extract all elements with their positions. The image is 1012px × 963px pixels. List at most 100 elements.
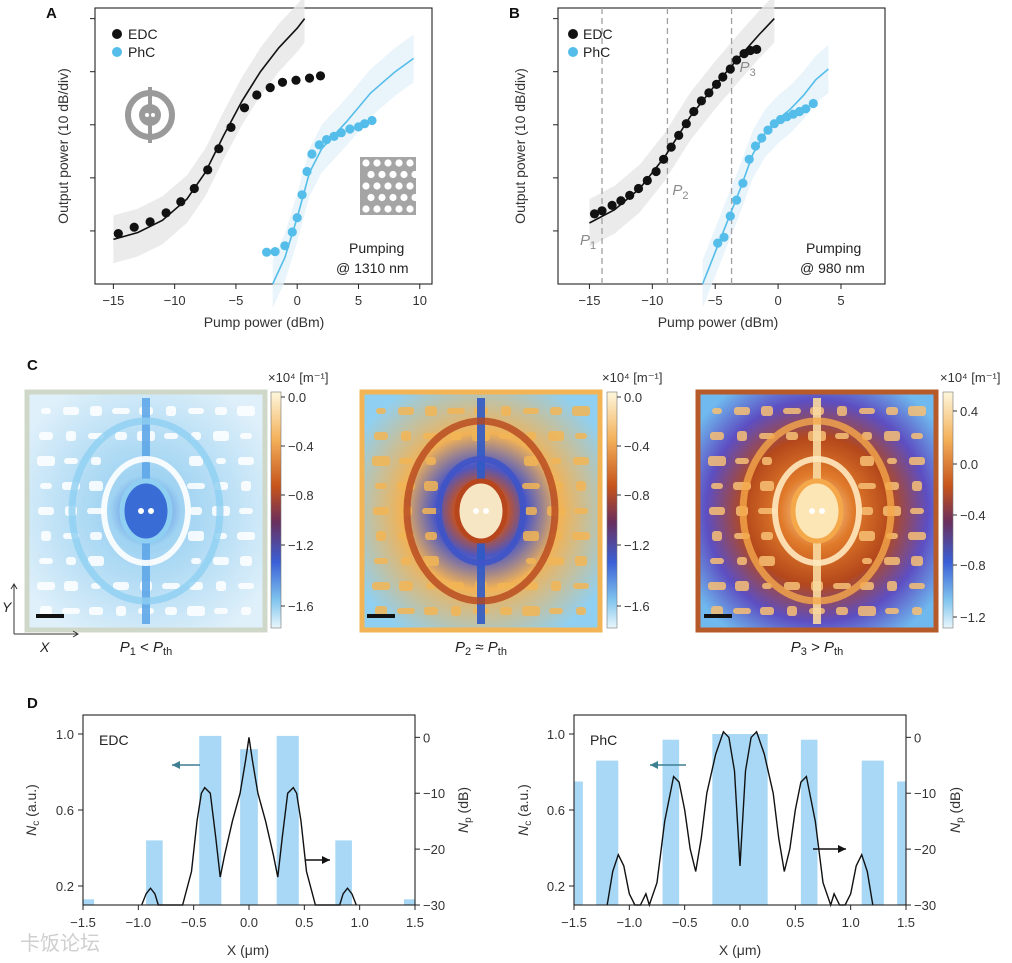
pattern-blob (908, 406, 926, 416)
pattern-blob (375, 483, 387, 489)
np-curve-line (141, 737, 357, 906)
edc-point (252, 90, 262, 100)
axis-arrowhead (172, 761, 180, 769)
pattern-blob (787, 606, 797, 616)
edc-point (214, 144, 224, 154)
phc-point (801, 104, 811, 114)
panel-b-uncertainty-bands (589, 0, 829, 308)
scale-bar (367, 614, 395, 618)
edc-point (689, 106, 699, 117)
edc-point (277, 77, 288, 87)
panel-d-edc-left-label: Nc (a.u.) (23, 784, 42, 836)
pattern-blob (373, 507, 389, 515)
pattern-blob (372, 456, 390, 466)
pattern-blob (90, 406, 102, 416)
axis-arrowhead (650, 761, 658, 769)
pattern-blob (859, 531, 875, 541)
panel-a-uncertainty-bands (113, 0, 414, 308)
y-right-tick-label: 0 (423, 730, 430, 745)
pattern-blob (526, 558, 536, 564)
pattern-blob (39, 558, 53, 564)
legend-edc-label: EDC (128, 26, 158, 42)
pattern-blob (733, 608, 751, 614)
pattern-blob (374, 558, 388, 564)
panel-b-frame (557, 7, 886, 285)
pattern-blob (401, 431, 411, 441)
watermark-text: 卡饭论坛 (20, 932, 100, 955)
edc-point (651, 166, 661, 177)
pattern-blob (239, 508, 253, 514)
pattern-blob (858, 483, 876, 489)
colorbar-tick-label: −1.2 (960, 610, 986, 625)
x-tick-label: −1.0 (616, 915, 642, 930)
phc-point (336, 128, 346, 138)
pattern-blob (735, 581, 749, 591)
pattern-blob (499, 433, 513, 439)
edc-point (752, 44, 762, 55)
x-tick-label: −5 (229, 293, 244, 308)
panel-d-phc-right-label: Np (dB) (947, 787, 966, 833)
pattern-hole (138, 508, 144, 514)
x-tick-label: 5 (355, 293, 362, 308)
pattern-blob (861, 507, 873, 515)
pattern-blob (91, 457, 101, 465)
x-tick-label: −10 (164, 293, 186, 308)
pattern-blob (912, 481, 922, 491)
pattern-blob (213, 431, 229, 441)
pattern-blob (912, 607, 922, 615)
pattern-blob (551, 581, 561, 591)
pattern-blob (548, 431, 564, 441)
pattern-blob (709, 507, 725, 515)
heatmap-p3-pattern (708, 398, 926, 624)
pattern-blob (522, 606, 540, 616)
pattern-blob (712, 531, 722, 541)
edc-point (189, 183, 199, 194)
legend-edc-label: EDC (583, 26, 613, 42)
x-tick-label: 1.0 (351, 915, 369, 930)
colorbar-p3: ×10⁴ [m⁻¹] 0.4 0.0 −0.4 −0.8 −1.2 (940, 370, 1001, 629)
edc-point (642, 175, 652, 186)
colorbar-unit: ×10⁴ [m⁻¹] (940, 370, 1001, 385)
pattern-blob (760, 607, 774, 615)
edc-point (681, 119, 691, 129)
phc-point (744, 154, 754, 164)
pattern-blob (424, 481, 438, 491)
pattern-blob (191, 558, 201, 564)
pattern-blob (884, 431, 900, 441)
panel-b-x-label: Pump power (dBm) (658, 314, 779, 330)
edc-point (607, 200, 617, 210)
colorbar-unit: ×10⁴ [m⁻¹] (602, 370, 663, 385)
pattern-blob (735, 458, 749, 464)
pattern-blob (708, 456, 726, 466)
pattern-blob (423, 556, 439, 566)
x-tick-label: −1.0 (125, 915, 151, 930)
pattern-blob (550, 407, 562, 415)
caption-p3: P3 > Pth (791, 639, 843, 658)
edc-point (704, 88, 714, 98)
phc-point (738, 178, 748, 188)
pattern-blob (216, 458, 226, 464)
legend-phc-marker (112, 47, 122, 57)
pattern-blob (734, 407, 750, 415)
phc-lattice-hole (373, 159, 381, 167)
x-tick-label: 0 (774, 293, 781, 308)
nc-band (662, 739, 680, 905)
pump-marker-label: P3 (740, 59, 756, 79)
y-left-tick-label: 0.6 (547, 803, 565, 818)
pattern-blob (500, 607, 512, 615)
pattern-blob (237, 406, 255, 416)
colorbar-tick-label: −0.4 (288, 439, 314, 454)
panel-d-phc-x-label: X (μm) (719, 942, 761, 958)
nc-band (596, 760, 619, 905)
pattern-blob (63, 407, 79, 415)
panel-b-chart: P1 P2 P3 −15 −10 −5 0 5 EDC PhC Pumping @ 980 … (512, 0, 886, 330)
phc-lattice-hole (395, 159, 403, 167)
edc-np-curve (141, 737, 357, 906)
pattern-blob (523, 408, 539, 414)
pattern-blob (112, 408, 130, 414)
phc-point (808, 98, 818, 109)
pattern-blob (40, 606, 52, 616)
panel-a-wavelength-label: @ 1310 nm (336, 260, 409, 276)
phc-lattice-hole (411, 193, 419, 202)
pattern-blob (887, 458, 897, 464)
